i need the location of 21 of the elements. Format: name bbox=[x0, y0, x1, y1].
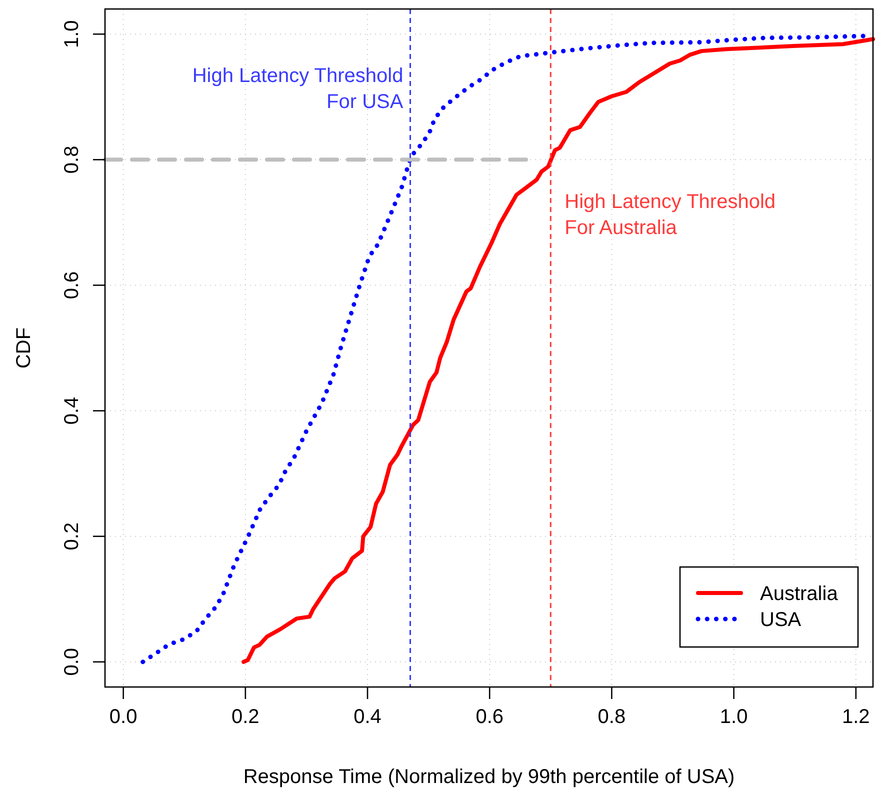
legend-label: USA bbox=[760, 609, 802, 631]
ref-line-label: High Latency Threshold For USA bbox=[192, 65, 404, 113]
x-tick-label: 0.8 bbox=[598, 706, 626, 728]
line-series bbox=[242, 37, 875, 664]
y-axis-title: CDF bbox=[13, 327, 35, 369]
y-tick-label: 0.2 bbox=[61, 522, 83, 550]
x-tick-label: 0.6 bbox=[476, 706, 504, 728]
legend-label: Australia bbox=[760, 583, 839, 605]
x-tick-label: 0.4 bbox=[354, 706, 382, 728]
y-tick-label: 1.0 bbox=[61, 20, 83, 48]
y-tick-label: 0.8 bbox=[61, 146, 83, 174]
x-tick-label: 1.0 bbox=[720, 706, 748, 728]
x-axis-title: Response Time (Normalized by 99th percentile of USA) bbox=[243, 766, 735, 788]
y-tick-label: 0.6 bbox=[61, 271, 83, 300]
x-tick-label: 0.2 bbox=[232, 706, 260, 728]
ref-line-label: High Latency Threshold For Australia bbox=[564, 191, 776, 239]
x-tick-label: 0.0 bbox=[109, 706, 138, 728]
y-tick-label: 0.0 bbox=[61, 648, 83, 676]
line-series bbox=[140, 34, 868, 664]
x-tick-label: 1.2 bbox=[842, 706, 870, 728]
y-tick-label: 0.4 bbox=[61, 396, 83, 425]
